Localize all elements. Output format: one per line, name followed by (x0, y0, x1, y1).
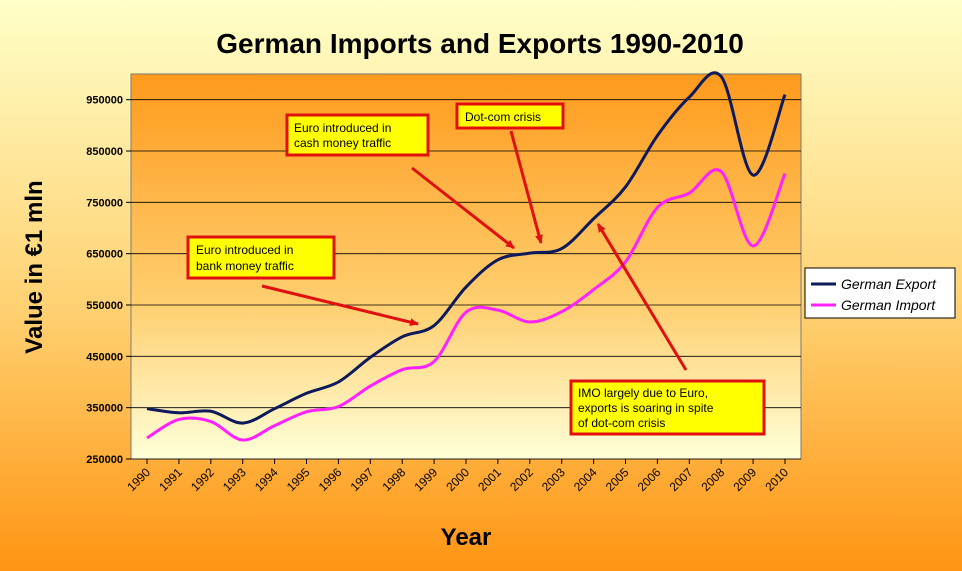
y-tick-labels: 250000 350000 450000 550000 650000 750000 8500… (86, 95, 123, 466)
y-axis-label: Value in €1 mln (21, 180, 48, 353)
series-lines (146, 71, 787, 442)
data-point-german-export (592, 217, 595, 220)
annotation-euro-cash-line-2: cash money traffic (294, 136, 391, 150)
data-point-german-import (241, 439, 244, 442)
legend: German Export German Import (804, 267, 956, 319)
arrow-dotcom (509, 130, 543, 244)
chart-title: German Imports and Exports 1990-2010 (216, 28, 744, 59)
data-point-german-export (720, 75, 723, 78)
data-point-german-import (177, 418, 180, 421)
y-tick-label: 750000 (86, 197, 123, 209)
annotation-imo-line-1: IMO largely due to Euro, (578, 386, 708, 400)
data-point-german-export (624, 185, 627, 188)
annotation-euro-bank-line-1: Euro introduced in (196, 243, 293, 257)
data-point-german-export (209, 410, 212, 413)
series-line-german-export (146, 71, 787, 425)
annotation-euro-cash: Euro introduced in cash money traffic (285, 113, 430, 157)
data-point-german-import (401, 368, 404, 371)
y-tick-label: 850000 (86, 146, 123, 158)
legend-label-export: German Export (841, 276, 937, 292)
data-point-german-export (433, 324, 436, 327)
legend-box (804, 267, 956, 319)
arrow-imo (596, 223, 688, 371)
data-point-german-import (209, 420, 212, 423)
data-point-german-import (273, 424, 276, 427)
data-point-german-import (433, 360, 436, 363)
data-point-german-export (337, 381, 340, 384)
data-point-german-export (656, 134, 659, 137)
data-point-german-export (401, 335, 404, 338)
data-point-german-export (146, 407, 149, 410)
y-tick-label: 350000 (86, 403, 123, 415)
data-point-german-import (752, 244, 755, 247)
annotation-imo-line-3: of dot-com crisis (578, 416, 665, 430)
data-point-german-export (369, 356, 372, 359)
annotation-imo-line-2: exports is soaring in spite (578, 401, 714, 415)
data-point-german-export (305, 392, 308, 395)
data-point-german-import (305, 410, 308, 413)
y-tick-label: 450000 (86, 351, 123, 363)
data-point-german-export (496, 258, 499, 261)
data-point-german-import (465, 311, 468, 314)
data-point-german-export (528, 252, 531, 255)
x-axis-label: Year (441, 524, 492, 551)
data-point-german-export (465, 286, 468, 289)
annotation-imo: IMO largely due to Euro, exports is soar… (569, 379, 766, 436)
legend-label-import: German Import (841, 297, 936, 313)
data-point-german-import (784, 172, 787, 175)
annotation-euro-bank: Euro introduced in bank money traffic (186, 235, 336, 280)
annotation-euro-bank-line-2: bank money traffic (196, 259, 294, 273)
y-tick-label: 250000 (86, 454, 123, 466)
data-point-german-import (496, 309, 499, 312)
y-tick-label: 550000 (86, 300, 123, 312)
arrow-euro-bank (261, 284, 419, 326)
annotation-dotcom: Dot-com crisis (455, 102, 565, 130)
data-point-german-import (592, 288, 595, 291)
data-point-german-export (688, 96, 691, 99)
data-point-german-import (369, 385, 372, 388)
arrow-euro-cash (411, 166, 515, 250)
data-point-german-import (624, 260, 627, 263)
series-line-german-import (146, 168, 787, 442)
data-point-german-export (177, 411, 180, 414)
data-point-german-import (720, 170, 723, 173)
data-point-german-import (146, 436, 149, 439)
data-point-german-import (337, 405, 340, 408)
data-point-german-export (784, 93, 787, 96)
annotation-euro-cash-line-1: Euro introduced in (294, 121, 391, 135)
data-point-german-import (560, 310, 563, 313)
y-tick-label: 650000 (86, 249, 123, 261)
data-point-german-import (656, 206, 659, 209)
annotation-dotcom-line-1: Dot-com crisis (465, 110, 541, 124)
data-point-german-export (273, 407, 276, 410)
data-point-german-export (560, 247, 563, 250)
y-tick-label: 950000 (86, 95, 123, 107)
data-point-german-export (752, 174, 755, 177)
data-point-german-import (688, 192, 691, 195)
data-point-german-export (241, 422, 244, 425)
data-point-german-import (528, 320, 531, 323)
